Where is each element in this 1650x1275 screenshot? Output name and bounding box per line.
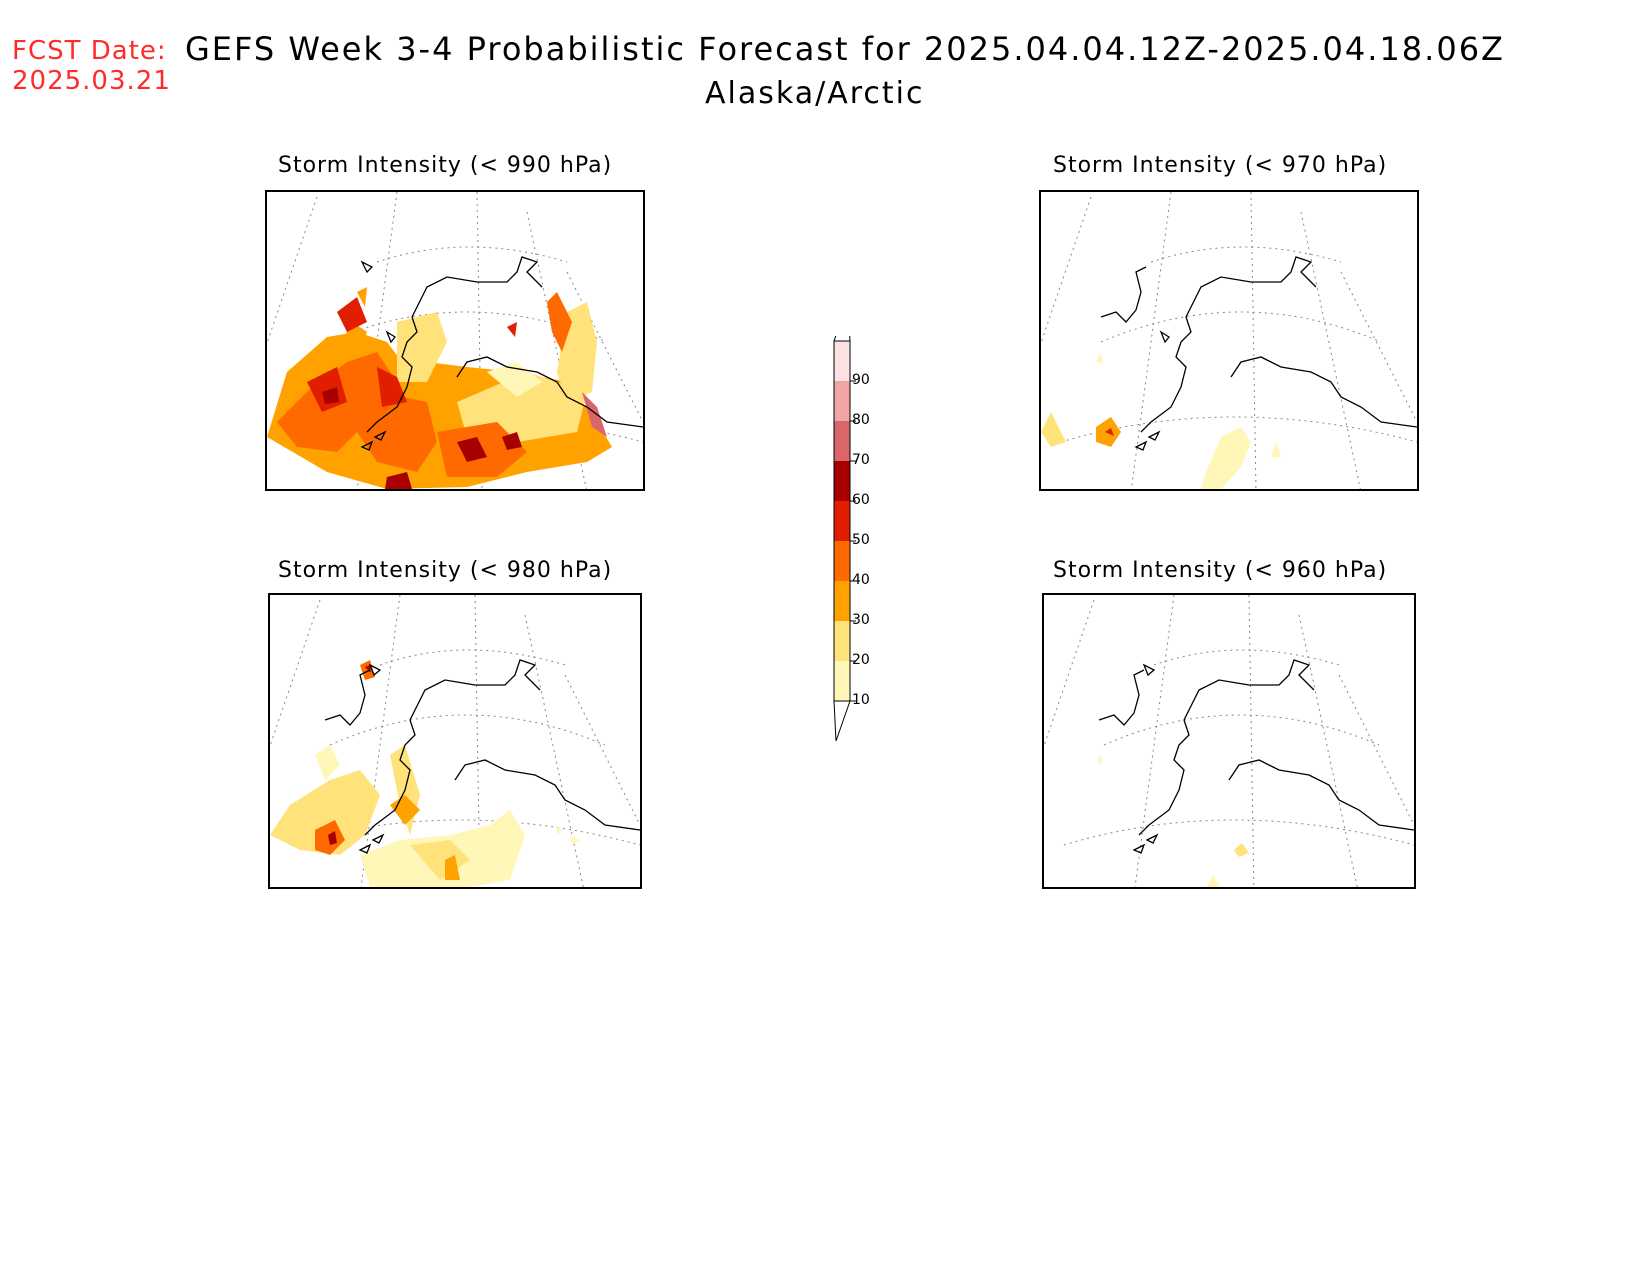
colorbar bbox=[833, 336, 856, 742]
colorbar-label-40: 40 bbox=[852, 572, 870, 588]
panel-title-980: Storm Intensity (< 980 hPa) bbox=[278, 558, 613, 583]
panel-title-960: Storm Intensity (< 960 hPa) bbox=[1053, 558, 1388, 583]
map-panel-970 bbox=[1039, 190, 1419, 491]
coastline bbox=[360, 256, 643, 451]
colorbar-label-80: 80 bbox=[852, 412, 870, 428]
probability-fill-960 bbox=[1097, 755, 1249, 887]
colorbar-ticks bbox=[850, 380, 856, 702]
colorbar-label-10: 10 bbox=[852, 692, 870, 708]
forecast-date-label: FCST Date: bbox=[12, 36, 167, 66]
coastline bbox=[1100, 256, 1417, 451]
colorbar-label-90: 90 bbox=[852, 372, 870, 388]
figure-subtitle: Alaska/Arctic bbox=[705, 76, 925, 111]
figure-title: GEFS Week 3-4 Probabilistic Forecast for… bbox=[185, 30, 1505, 68]
probability-fill-990 bbox=[267, 287, 612, 489]
colorbar-lower-tail bbox=[833, 700, 851, 742]
colorbar-swatch-10 bbox=[834, 661, 850, 701]
graticule bbox=[1044, 595, 1414, 887]
panel-title-970: Storm Intensity (< 970 hPa) bbox=[1053, 153, 1388, 178]
map-panel-990 bbox=[265, 190, 645, 491]
colorbar-label-20: 20 bbox=[852, 652, 870, 668]
colorbar-label-60: 60 bbox=[852, 492, 870, 508]
colorbar-outline bbox=[833, 340, 851, 702]
colorbar-swatch-30 bbox=[834, 581, 850, 621]
colorbar-label-50: 50 bbox=[852, 532, 870, 548]
graticule bbox=[270, 595, 640, 887]
probability-fill-970 bbox=[1041, 352, 1281, 489]
map-panel-980 bbox=[268, 593, 642, 889]
colorbar-upper-tail bbox=[833, 336, 851, 342]
colorbar-swatch-60 bbox=[834, 461, 850, 501]
probability-fill-980 bbox=[270, 660, 580, 887]
colorbar-swatch-80 bbox=[834, 381, 850, 421]
colorbar-swatch-70 bbox=[834, 421, 850, 461]
forecast-date-value: 2025.03.21 bbox=[12, 66, 171, 96]
panel-title-990: Storm Intensity (< 990 hPa) bbox=[278, 153, 613, 178]
colorbar-swatch-40 bbox=[834, 541, 850, 581]
colorbar-swatches bbox=[833, 336, 851, 742]
colorbar-label-30: 30 bbox=[852, 612, 870, 628]
colorbar-swatch-90 bbox=[834, 341, 850, 381]
coastline bbox=[324, 659, 640, 854]
colorbar-label-70: 70 bbox=[852, 452, 870, 468]
coastline bbox=[1098, 659, 1414, 854]
graticule bbox=[1041, 192, 1417, 489]
colorbar-swatch-20 bbox=[834, 621, 850, 661]
map-panel-960 bbox=[1042, 593, 1416, 889]
forecast-date-block: FCST Date: 2025.03.21 bbox=[12, 36, 171, 96]
colorbar-swatch-50 bbox=[834, 501, 850, 541]
